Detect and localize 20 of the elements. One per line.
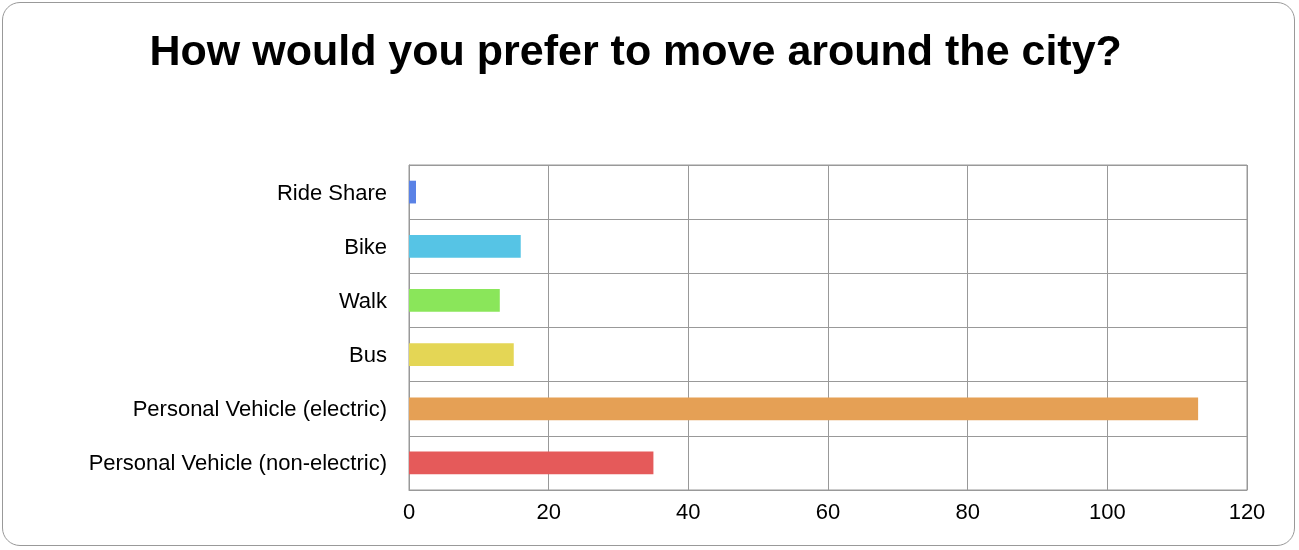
x-tick-label: 0 bbox=[402, 498, 416, 524]
x-tick-label: 20 bbox=[536, 498, 561, 524]
bar bbox=[409, 180, 416, 204]
y-tick-label: Bus bbox=[349, 342, 387, 368]
y-tick-label: Walk bbox=[338, 287, 388, 313]
y-tick-label: Personal Vehicle (non-electric) bbox=[88, 450, 387, 476]
x-tick-label: 40 bbox=[676, 498, 701, 524]
bar bbox=[409, 397, 1199, 421]
bar bbox=[409, 451, 654, 475]
x-tick-label: 120 bbox=[1228, 498, 1266, 524]
x-tick-label: 80 bbox=[955, 498, 980, 524]
bar bbox=[409, 343, 514, 366]
x-tick-label: 100 bbox=[1088, 498, 1126, 524]
bar bbox=[409, 289, 500, 312]
chart-title: How would you prefer to move around the city? bbox=[149, 26, 1122, 74]
y-tick-label: Personal Vehicle (electric) bbox=[132, 396, 387, 422]
y-tick-label: Bike bbox=[344, 233, 387, 259]
bar bbox=[409, 234, 521, 258]
y-tick-label: Ride Share bbox=[276, 179, 387, 205]
x-tick-label: 60 bbox=[815, 498, 841, 524]
